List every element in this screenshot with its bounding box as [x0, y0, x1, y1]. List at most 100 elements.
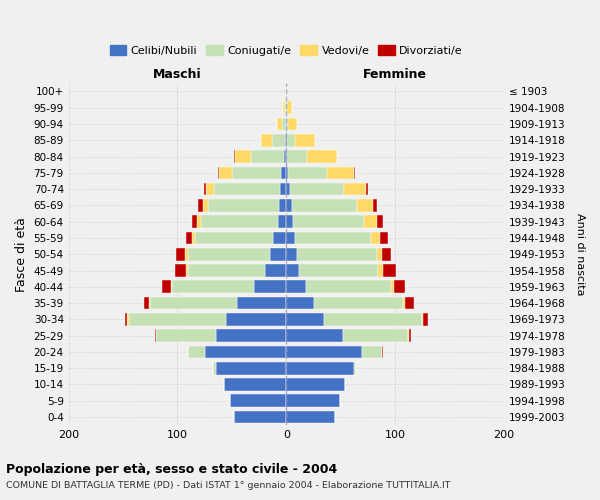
Bar [172, 280, 254, 293]
Bar [285, 134, 286, 146]
Bar [272, 134, 285, 146]
Bar [286, 199, 292, 212]
Bar [278, 216, 286, 228]
Bar [215, 330, 286, 342]
Bar [285, 102, 286, 114]
Bar [171, 280, 172, 293]
Bar [295, 232, 371, 244]
Bar [377, 248, 382, 260]
Bar [195, 232, 273, 244]
Bar [382, 346, 383, 358]
Bar [422, 313, 424, 326]
Bar [235, 150, 251, 163]
Bar [188, 264, 265, 277]
Bar [280, 183, 286, 196]
Bar [232, 166, 281, 179]
Bar [234, 150, 235, 163]
Bar [198, 199, 203, 212]
Bar [405, 296, 413, 310]
Bar [286, 183, 290, 196]
Bar [191, 216, 197, 228]
Bar [261, 134, 272, 146]
Bar [403, 296, 405, 310]
Bar [218, 166, 219, 179]
Bar [366, 183, 368, 196]
Bar [238, 296, 286, 310]
Bar [186, 264, 188, 277]
Bar [219, 166, 232, 179]
Bar [286, 378, 345, 391]
Bar [273, 232, 286, 244]
Bar [155, 330, 156, 342]
Bar [344, 183, 366, 196]
Bar [377, 216, 383, 228]
Bar [343, 330, 408, 342]
Bar [203, 199, 208, 212]
Bar [326, 166, 354, 179]
Bar [128, 313, 226, 326]
Bar [286, 362, 354, 374]
Bar [286, 150, 287, 163]
Bar [292, 199, 357, 212]
Bar [191, 232, 195, 244]
Bar [357, 199, 373, 212]
Bar [284, 150, 286, 163]
Bar [286, 118, 289, 130]
Bar [286, 85, 287, 98]
Bar [299, 264, 378, 277]
Bar [354, 166, 355, 179]
Bar [293, 216, 364, 228]
Bar [188, 346, 205, 358]
Bar [409, 330, 412, 342]
Bar [295, 134, 314, 146]
Bar [383, 264, 396, 277]
Bar [297, 248, 377, 260]
Bar [382, 248, 391, 260]
Bar [287, 150, 307, 163]
Bar [286, 280, 306, 293]
Bar [286, 134, 287, 146]
Bar [205, 346, 286, 358]
Bar [149, 296, 150, 310]
Bar [265, 264, 286, 277]
Bar [206, 183, 214, 196]
Bar [162, 280, 171, 293]
Y-axis label: Fasce di età: Fasce di età [15, 217, 28, 292]
Bar [202, 216, 278, 228]
Bar [362, 346, 382, 358]
Bar [289, 166, 326, 179]
Text: Femmine: Femmine [363, 68, 427, 81]
Bar [380, 232, 388, 244]
Bar [251, 150, 284, 163]
Bar [188, 248, 270, 260]
Bar [286, 216, 293, 228]
Bar [214, 362, 215, 374]
Bar [230, 394, 286, 407]
Bar [286, 232, 295, 244]
Bar [208, 199, 278, 212]
Bar [125, 313, 127, 326]
Bar [286, 264, 299, 277]
Bar [224, 378, 286, 391]
Y-axis label: Anni di nascita: Anni di nascita [575, 213, 585, 296]
Bar [287, 134, 295, 146]
Bar [286, 410, 335, 424]
Bar [325, 313, 422, 326]
Bar [286, 166, 289, 179]
Bar [144, 296, 149, 310]
Bar [286, 313, 325, 326]
Bar [408, 330, 409, 342]
Bar [394, 280, 405, 293]
Legend: Celibi/Nubili, Coniugati/e, Vedovi/e, Divorziati/e: Celibi/Nubili, Coniugati/e, Vedovi/e, Di… [105, 41, 467, 60]
Bar [314, 296, 403, 310]
Bar [283, 102, 285, 114]
Bar [254, 280, 286, 293]
Text: Popolazione per età, sesso e stato civile - 2004: Popolazione per età, sesso e stato civil… [6, 462, 337, 475]
Bar [286, 394, 340, 407]
Bar [378, 264, 383, 277]
Bar [127, 313, 128, 326]
Bar [150, 296, 238, 310]
Bar [306, 280, 391, 293]
Bar [175, 264, 186, 277]
Bar [373, 199, 377, 212]
